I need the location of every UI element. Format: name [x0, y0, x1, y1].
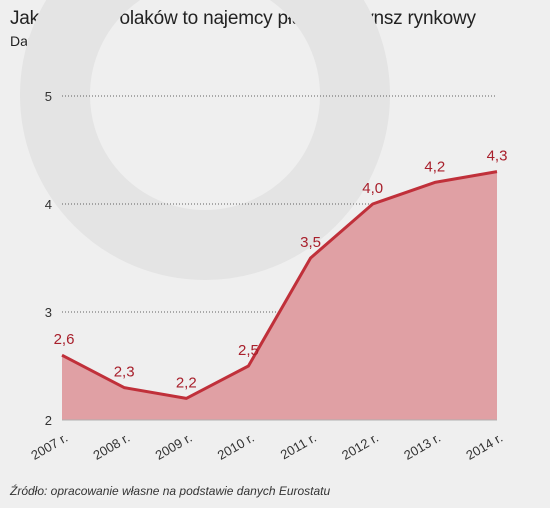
- data-label: 4,2: [424, 158, 445, 175]
- source-note: Źródło: opracowanie własne na podstawie …: [10, 484, 331, 498]
- data-label: 4,3: [487, 148, 508, 165]
- watermark-logo: [20, 0, 390, 280]
- x-tick-label: 2010 r.: [215, 430, 257, 463]
- data-label: 2,3: [114, 364, 135, 381]
- x-tick-label: 2012 r.: [339, 430, 381, 463]
- x-tick-label: 2007 r.: [28, 430, 70, 463]
- data-label: 4,0: [362, 180, 383, 197]
- series-line: [61, 170, 498, 400]
- x-tick-label: 2014 r.: [463, 430, 505, 463]
- y-tick-label: 2: [45, 413, 52, 428]
- data-label: 2,6: [54, 331, 75, 348]
- y-tick-label: 3: [45, 305, 52, 320]
- y-tick-label: 4: [45, 197, 52, 212]
- x-tick-label: 2008 r.: [91, 430, 133, 463]
- x-tick-label: 2009 r.: [153, 430, 195, 463]
- area-fill: [62, 171, 497, 420]
- x-tick-label: 2013 r.: [401, 430, 443, 463]
- x-tick-label: 2011 r.: [278, 430, 319, 462]
- y-tick-label: 5: [45, 89, 52, 104]
- data-label: 3,5: [300, 234, 321, 251]
- data-label: 2,5: [238, 342, 259, 359]
- data-label: 2,2: [176, 374, 197, 391]
